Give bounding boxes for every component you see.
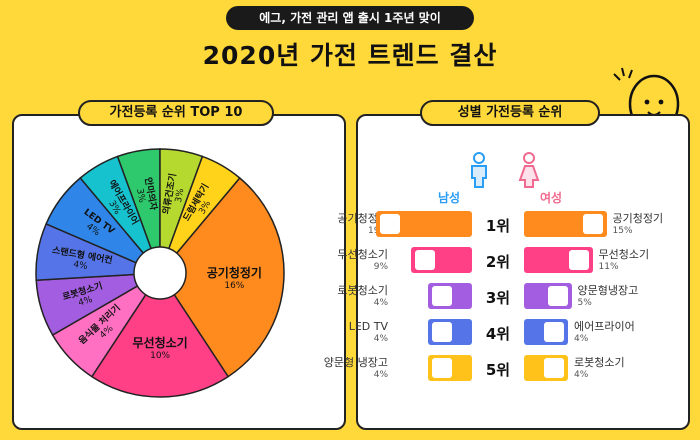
male-bar: [428, 355, 472, 381]
pie-slice-name: 공기청정기: [206, 265, 262, 280]
appliance-icon: [432, 358, 452, 378]
pie-slice-label: 공기청정기 16%: [207, 264, 262, 291]
female-item-percent: 11%: [598, 262, 619, 272]
header-pill: 에그, 가전 관리 앱 출시 1주년 맞이: [226, 6, 474, 30]
female-item-name: 공기청정기: [612, 212, 664, 225]
female-bar: [524, 355, 568, 381]
female-bar: [524, 211, 607, 237]
rank-label: 1위: [485, 217, 511, 235]
appliance-icon: [432, 286, 452, 306]
male-bar: [428, 319, 472, 345]
pie-slice-percent: 10%: [150, 350, 171, 361]
pie-slice: [159, 176, 285, 378]
rank-label: 3위: [485, 289, 511, 307]
appliance-icon: [544, 358, 564, 378]
male-item-name: 공기청정기: [337, 212, 388, 225]
female-item-label: 무선청소기 11%: [599, 248, 689, 274]
male-label: 남성: [438, 191, 461, 205]
appliance-icon: [568, 250, 589, 270]
female-item-label: 공기청정기 15%: [613, 212, 700, 238]
female-item-name: 로봇청소기: [574, 356, 625, 369]
appliance-icon: [414, 250, 435, 270]
male-item-percent: 4%: [373, 298, 388, 308]
male-item-name: 양문형 냉장고: [323, 356, 388, 369]
appliance-icon: [432, 322, 452, 342]
male-item-name: 로봇청소기: [337, 284, 388, 297]
pie-slice-name: 무선청소기: [132, 335, 188, 350]
pie-slice: [159, 155, 241, 274]
female-item-name: 양문형냉장고: [577, 284, 639, 297]
appliance-icon: [544, 322, 564, 342]
rank-label: 2위: [485, 253, 511, 271]
female-bar: [524, 319, 568, 345]
male-item-percent: 9%: [373, 262, 388, 272]
female-item-percent: 5%: [577, 298, 592, 308]
male-item-label: 양문형 냉장고 4%: [318, 356, 388, 382]
female-item-percent: 15%: [612, 226, 633, 236]
rank-label: 4위: [485, 325, 511, 343]
female-bar: [524, 247, 593, 273]
female-item-percent: 4%: [574, 334, 589, 344]
right-panel-title: 성별 가전등록 순위: [420, 100, 600, 126]
female-item-label: 에어프라이어 4%: [574, 320, 664, 346]
female-item-label: 양문형냉장고 5%: [578, 284, 668, 310]
male-item-label: 무선청소기 9%: [318, 248, 388, 274]
female-bar: [524, 283, 572, 309]
male-figure-icon: [471, 152, 487, 188]
rank-label: 5위: [485, 361, 511, 379]
male-item-label: LED TV 4%: [318, 320, 388, 346]
male-item-percent: 4%: [373, 370, 388, 380]
male-bar: [375, 211, 472, 237]
pie-slice-percent: 16%: [224, 280, 245, 291]
female-label: 여성: [540, 191, 563, 205]
male-item-name: 무선청소기: [337, 248, 388, 261]
pie-slice-label: 무선청소기 10%: [133, 334, 188, 361]
female-item-label: 로봇청소기 4%: [574, 356, 664, 382]
appliance-icon: [582, 214, 603, 234]
male-item-label: 로봇청소기 4%: [318, 284, 388, 310]
pie-center-hole: [133, 246, 187, 300]
pie-slice: [90, 271, 230, 398]
female-item-name: 무선청소기: [598, 248, 650, 261]
female-item-name: 에어프라이어: [574, 320, 635, 333]
male-item-name: LED TV: [348, 320, 388, 333]
female-item-percent: 4%: [574, 370, 589, 380]
appliance-icon: [547, 286, 568, 306]
page-title: 2020년 가전 트렌드 결산: [202, 41, 498, 70]
appliance-icon: [379, 214, 400, 234]
female-figure-icon: [518, 152, 540, 188]
left-panel-title: 가전등록 순위 TOP 10: [78, 100, 274, 126]
male-item-percent: 4%: [373, 334, 388, 344]
male-bar: [428, 283, 472, 309]
male-bar: [410, 247, 472, 273]
